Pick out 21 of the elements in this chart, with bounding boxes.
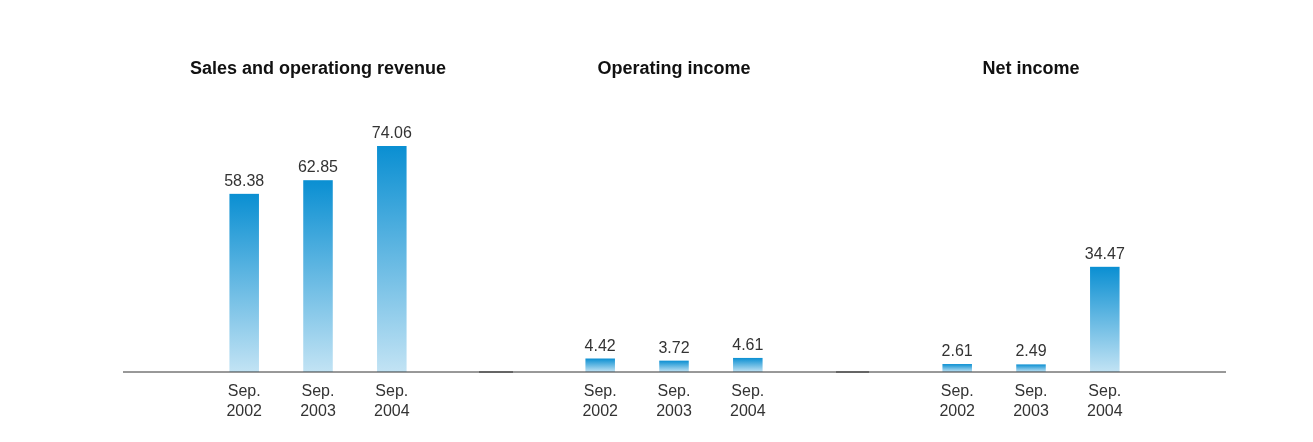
data-label: 3.72 xyxy=(658,338,690,356)
x-tick-label: Sep. 2002 xyxy=(582,382,619,419)
data-label: 58.38 xyxy=(224,171,265,189)
data-label: 2.61 xyxy=(941,342,973,360)
data-label: 2.49 xyxy=(1015,342,1047,360)
chart-title: Operating income xyxy=(597,58,751,78)
data-label: 62.85 xyxy=(297,158,339,176)
x-tick-label: Sep. 2003 xyxy=(656,382,692,419)
x-tick-label: Sep. 2004 xyxy=(1087,382,1123,419)
x-tick-label: Sep. 2004 xyxy=(730,382,766,419)
x-tick-label: Sep. 2002 xyxy=(226,382,263,419)
data-label: 4.42 xyxy=(584,336,616,354)
data-label: 4.61 xyxy=(732,335,764,353)
x-tick-label: Sep. 2003 xyxy=(1013,382,1049,419)
x-tick-label: Sep. 2002 xyxy=(939,382,976,419)
chart-title: Net income xyxy=(982,58,1080,78)
chart-title: Sales and operationg revenue xyxy=(189,58,447,78)
x-tick-label: Sep. 2003 xyxy=(300,382,336,419)
data-label: 74.06 xyxy=(371,124,412,141)
x-tick-label: Sep. 2004 xyxy=(374,382,410,419)
data-label: 34.47 xyxy=(1084,244,1125,262)
